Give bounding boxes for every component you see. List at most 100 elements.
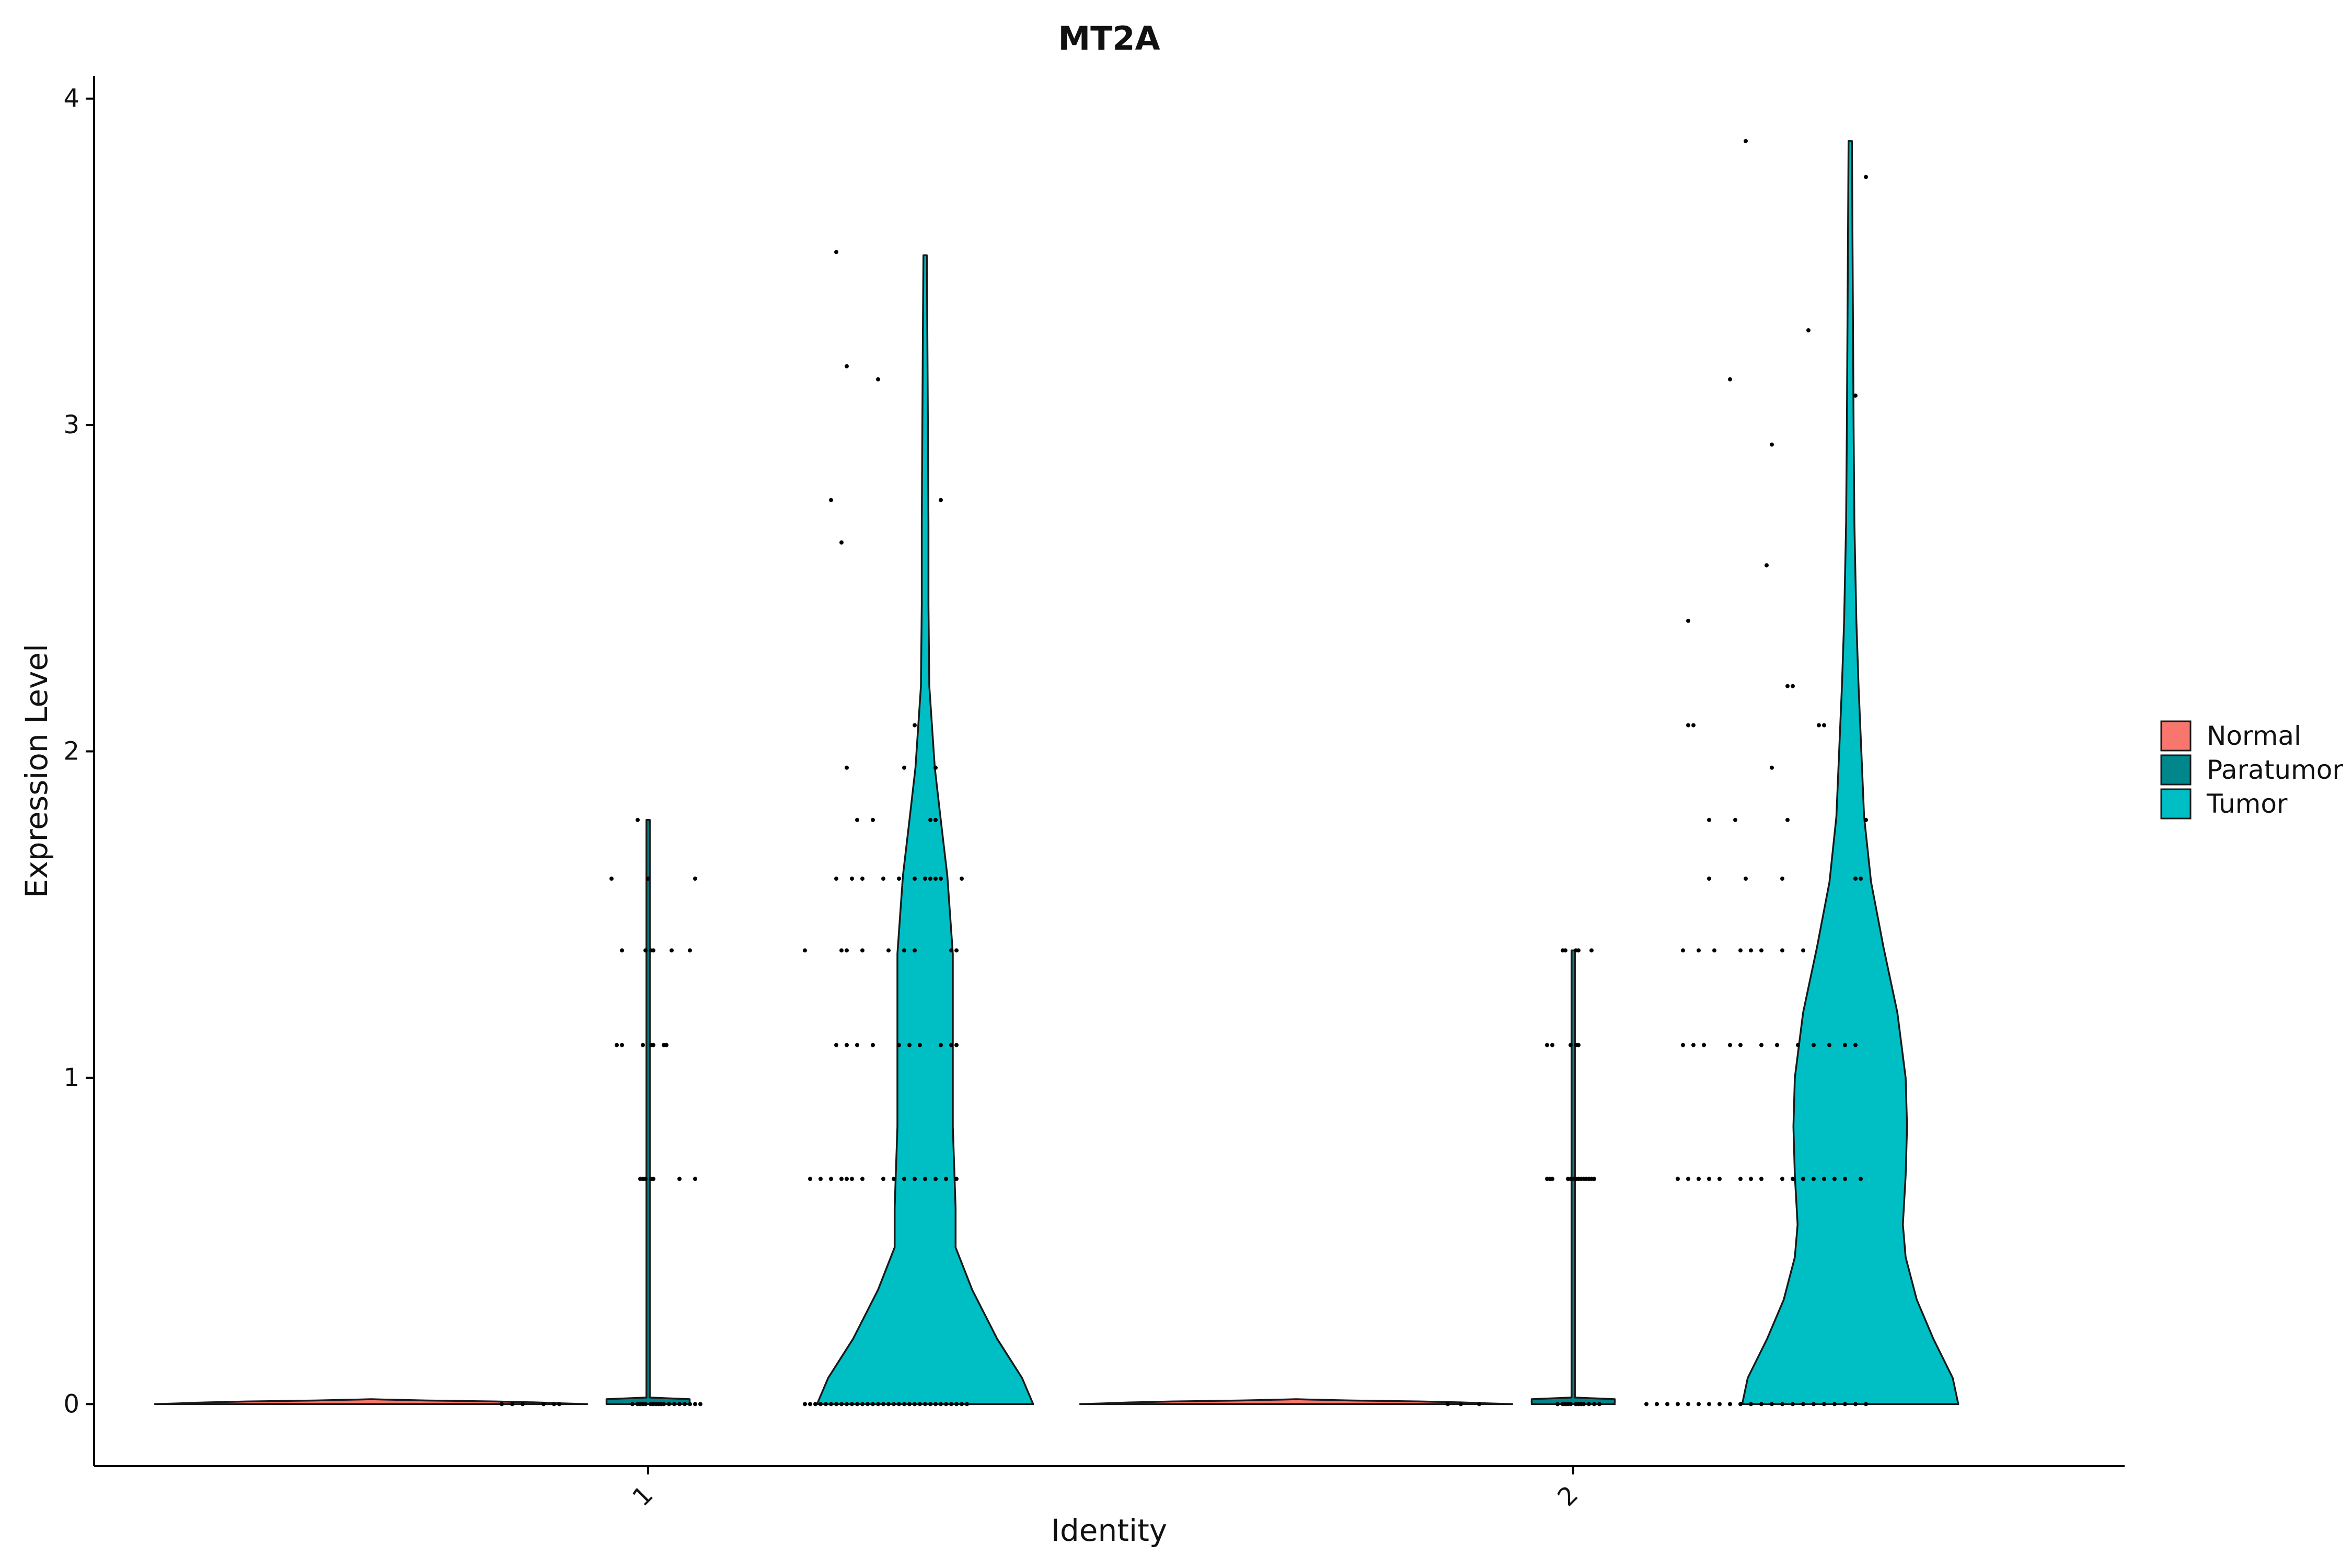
violin-tumor-1 xyxy=(816,254,1034,1405)
data-point-1-80 xyxy=(808,1177,812,1181)
data-point-2-101 xyxy=(1859,877,1863,881)
data-point-1-78 xyxy=(960,1402,964,1406)
points-layer xyxy=(500,139,1868,1406)
data-point-1-104 xyxy=(954,1043,959,1047)
y-tick-label-3: 3 xyxy=(63,410,79,440)
data-point-1-85 xyxy=(850,1177,854,1181)
data-point-1-54 xyxy=(834,1402,838,1406)
data-point-2-43 xyxy=(1686,1402,1690,1406)
data-point-1-46 xyxy=(693,877,697,881)
data-point-2-67 xyxy=(1749,1177,1753,1181)
data-point-1-49 xyxy=(808,1402,812,1406)
data-point-2-119 xyxy=(1864,175,1868,179)
data-point-2-97 xyxy=(1707,877,1711,881)
data-point-1-48 xyxy=(803,1402,807,1406)
data-point-1-112 xyxy=(949,948,953,953)
legend-swatch-normal xyxy=(2160,720,2192,752)
data-point-2-11 xyxy=(1582,1402,1586,1406)
data-point-1-66 xyxy=(897,1402,901,1406)
data-point-2-30 xyxy=(1550,1043,1554,1047)
data-point-1-29 xyxy=(677,1177,682,1181)
data-point-1-111 xyxy=(913,948,917,953)
data-point-1-79 xyxy=(965,1402,969,1406)
data-point-1-91 xyxy=(923,1177,927,1181)
data-point-1-89 xyxy=(902,1177,906,1181)
data-point-1-26 xyxy=(643,1177,648,1181)
data-point-1-5 xyxy=(557,1402,561,1406)
data-point-2-90 xyxy=(1697,948,1701,953)
data-point-1-39 xyxy=(643,948,648,953)
data-point-2-76 xyxy=(1859,1177,1863,1181)
data-point-1-31 xyxy=(615,1043,619,1047)
data-point-2-39 xyxy=(1644,1402,1648,1406)
data-point-1-90 xyxy=(913,1177,917,1181)
data-point-1-69 xyxy=(913,1402,917,1406)
data-point-2-40 xyxy=(1655,1402,1659,1406)
data-point-1-19 xyxy=(677,1402,682,1406)
data-point-2-51 xyxy=(1770,1402,1774,1406)
data-point-1-134 xyxy=(829,498,833,502)
data-point-2-80 xyxy=(1728,1043,1732,1047)
data-point-2-59 xyxy=(1853,1402,1858,1406)
data-point-2-63 xyxy=(1697,1177,1701,1181)
data-point-1-45 xyxy=(646,877,650,881)
data-point-2-72 xyxy=(1812,1177,1816,1181)
data-point-1-2 xyxy=(521,1402,525,1406)
y-tick-label-1: 1 xyxy=(63,1063,79,1092)
data-point-2-104 xyxy=(1785,817,1790,822)
data-point-1-102 xyxy=(939,1043,943,1047)
data-point-2-53 xyxy=(1791,1402,1795,1406)
data-point-2-13 xyxy=(1592,1402,1596,1406)
data-point-1-133 xyxy=(839,540,844,545)
data-point-2-7 xyxy=(1569,1402,1573,1406)
data-point-1-117 xyxy=(881,877,885,881)
data-point-1-35 xyxy=(651,1043,655,1047)
data-point-2-113 xyxy=(1686,618,1690,623)
data-point-1-129 xyxy=(845,765,849,770)
data-point-2-64 xyxy=(1707,1177,1711,1181)
data-point-1-62 xyxy=(876,1402,880,1406)
data-point-2-120 xyxy=(1744,139,1748,143)
data-point-1-41 xyxy=(651,948,655,953)
data-point-2-33 xyxy=(1576,1043,1581,1047)
data-point-2-28 xyxy=(1592,1177,1596,1181)
data-point-2-118 xyxy=(1806,328,1811,332)
data-point-1-21 xyxy=(688,1402,692,1406)
data-point-2-62 xyxy=(1686,1177,1690,1181)
data-point-2-74 xyxy=(1832,1177,1837,1181)
data-point-1-99 xyxy=(897,1043,901,1047)
data-point-1-116 xyxy=(860,877,864,881)
violin-normal-2 xyxy=(1079,1398,1514,1405)
data-point-2-41 xyxy=(1665,1402,1669,1406)
data-point-1-70 xyxy=(918,1402,922,1406)
data-point-1-132 xyxy=(913,723,917,728)
data-point-1-61 xyxy=(871,1402,875,1406)
data-point-1-96 xyxy=(845,1043,849,1047)
data-point-1-53 xyxy=(829,1402,833,1406)
data-point-1-101 xyxy=(918,1043,922,1047)
legend-label-paratumor: Paratumor xyxy=(2207,755,2343,785)
data-point-2-111 xyxy=(1785,684,1790,688)
data-point-1-119 xyxy=(913,877,917,881)
data-point-1-38 xyxy=(620,948,624,953)
data-point-1-44 xyxy=(609,877,614,881)
data-point-2-37 xyxy=(1576,948,1581,953)
data-point-2-12 xyxy=(1587,1402,1591,1406)
data-point-1-37 xyxy=(664,1043,668,1047)
data-point-1-55 xyxy=(839,1402,844,1406)
data-point-1-68 xyxy=(907,1402,912,1406)
data-point-1-135 xyxy=(939,498,943,502)
data-point-1-3 xyxy=(541,1402,546,1406)
data-point-1-126 xyxy=(871,817,875,822)
data-point-2-94 xyxy=(1759,948,1763,953)
data-point-1-63 xyxy=(881,1402,885,1406)
data-point-1-109 xyxy=(886,948,891,953)
data-point-1-103 xyxy=(949,1043,953,1047)
data-point-1-60 xyxy=(866,1402,870,1406)
data-point-1-57 xyxy=(850,1402,854,1406)
data-point-2-68 xyxy=(1759,1177,1763,1181)
legend-swatch-tumor xyxy=(2160,788,2192,820)
data-point-1-124 xyxy=(960,877,964,881)
data-point-2-77 xyxy=(1681,1043,1685,1047)
